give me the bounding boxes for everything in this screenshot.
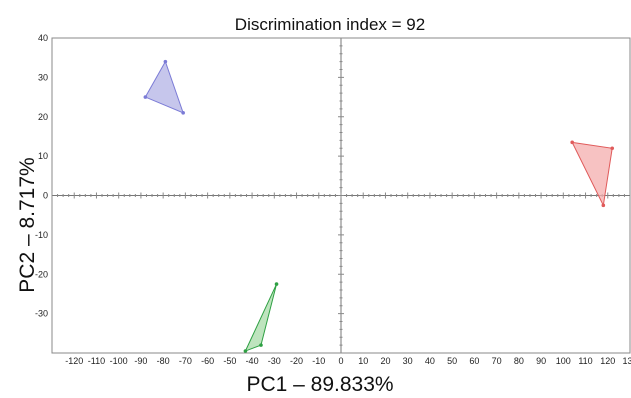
x-tick-label: 50	[447, 356, 457, 366]
group-hull-3	[245, 284, 276, 351]
x-tick-label: -100	[110, 356, 128, 366]
y-tick-label: 20	[38, 112, 48, 122]
x-tick-label: 60	[469, 356, 479, 366]
x-tick-label: -20	[290, 356, 303, 366]
x-tick-label: 0	[338, 356, 343, 366]
x-tick-label: 40	[425, 356, 435, 366]
data-point	[275, 282, 279, 286]
data-point	[181, 111, 185, 115]
series-layer	[144, 60, 614, 353]
x-tick-label: -50	[223, 356, 236, 366]
x-tick-label: -110	[88, 356, 105, 366]
data-point	[602, 204, 606, 208]
y-axis-title: PC2 – 8.717%	[16, 157, 39, 292]
x-tick-label: 10	[358, 356, 368, 366]
x-tick-label: 90	[536, 356, 546, 366]
data-point	[164, 60, 168, 64]
x-tick-label: -10	[312, 356, 325, 366]
x-tick-label: 100	[556, 356, 571, 366]
y-tick-label: 0	[43, 191, 48, 201]
x-tick-label: 30	[403, 356, 413, 366]
y-tick-label: 10	[38, 151, 48, 161]
x-tick-label: -90	[134, 356, 147, 366]
x-tick-label: -70	[179, 356, 192, 366]
x-tick-label: 20	[380, 356, 390, 366]
x-tick-label: 130	[622, 356, 631, 366]
x-tick-label: 110	[578, 356, 592, 366]
data-point	[570, 141, 574, 145]
x-axis-title: PC1 – 89.833%	[246, 373, 393, 396]
x-tick-label: -60	[201, 356, 214, 366]
x-tick-label: 120	[600, 356, 615, 366]
x-tick-label: -30	[268, 356, 281, 366]
y-tick-label: 40	[38, 33, 48, 43]
x-tick-label: -40	[246, 356, 259, 366]
x-tick-label: -80	[157, 356, 170, 366]
data-point	[244, 349, 248, 353]
y-tick-label: 30	[38, 72, 48, 82]
data-point	[610, 146, 614, 150]
chart-title: Discrimination index = 92	[235, 15, 425, 34]
x-tick-label: -120	[65, 356, 83, 366]
x-tick-label: 80	[514, 356, 524, 366]
x-tick-label: 70	[492, 356, 502, 366]
data-point	[259, 343, 263, 347]
y-tick-label: -30	[35, 309, 48, 319]
group-hull-1	[145, 62, 183, 113]
data-point	[144, 95, 148, 99]
x-tick-labels: -120 -110 -100 -90 -80 -70 -60 -50 -40 -30 -20 -10 0…	[65, 356, 631, 366]
